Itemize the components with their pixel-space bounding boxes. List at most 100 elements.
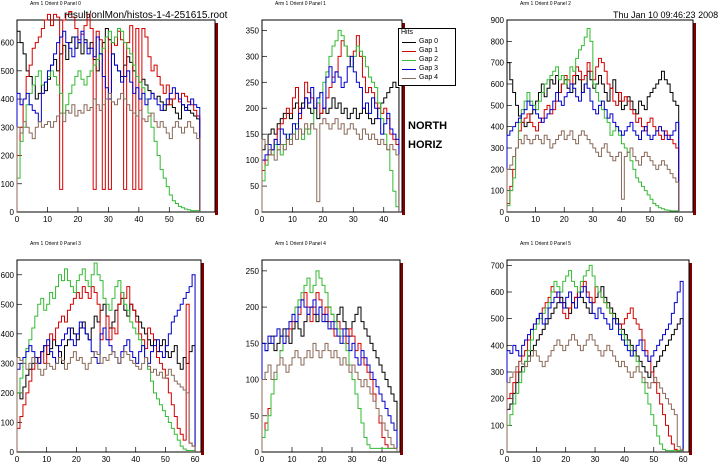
x-tick-label: 40 (134, 215, 143, 224)
y-tick-label: 300 (1, 359, 15, 368)
y-tick-label: 200 (246, 104, 260, 113)
pad-shadow (689, 263, 692, 455)
y-tick-label: 150 (246, 339, 260, 348)
histogram-series (506, 83, 680, 212)
y-tick-label: 100 (491, 187, 505, 196)
legend-entry: Gap 2 (399, 56, 455, 65)
legend-entry: Gap 1 (399, 47, 455, 56)
y-tick-label: 600 (491, 80, 505, 89)
y-tick-label: 0 (10, 208, 15, 217)
pad-shadow (215, 23, 218, 215)
panel-title-3: Arm 1 Orient 0 Panel 3 (30, 241, 81, 247)
y-tick-label: 100 (246, 376, 260, 385)
y-tick-label: 100 (491, 421, 505, 430)
y-tick-label: 250 (246, 78, 260, 87)
y-tick-label: 0 (255, 448, 260, 457)
y-tick-label: 500 (491, 315, 505, 324)
y-tick-label: 200 (1, 152, 15, 161)
y-tick-label: 800 (491, 37, 505, 46)
histogram-series (261, 270, 398, 452)
histogram-series (506, 28, 680, 212)
y-tick-label: 700 (491, 59, 505, 68)
x-tick-label: 10 (43, 215, 52, 224)
histogram-series (261, 299, 398, 452)
orient-label: HORIZ (408, 139, 443, 151)
y-tick-label: 250 (246, 267, 260, 276)
y-tick-label: 300 (491, 368, 505, 377)
y-tick-label: 600 (491, 288, 505, 297)
plot-frame (16, 19, 216, 213)
y-tick-label: 400 (1, 330, 15, 339)
histogram-series (16, 351, 196, 452)
x-tick-label: 60 (191, 455, 200, 464)
x-tick-label: 30 (102, 455, 111, 464)
y-tick-label: 200 (491, 165, 505, 174)
y-tick-label: 50 (250, 182, 259, 191)
y-tick-label: 500 (1, 67, 15, 76)
histogram-series (261, 118, 400, 212)
legend-title: Hits (401, 29, 414, 36)
histogram-series (261, 342, 398, 452)
y-tick-label: 100 (1, 418, 15, 427)
x-tick-label: 30 (591, 455, 600, 464)
panel-title-2: Arm 1 Orient 0 Panel 2 (520, 1, 571, 7)
timestamp: Thu Jan 10 09:46:23 2008 (613, 10, 719, 20)
pad-shadow (400, 263, 403, 455)
x-tick-label: 40 (378, 455, 387, 464)
x-tick-label: 20 (318, 455, 327, 464)
x-tick-label: 50 (161, 455, 170, 464)
y-tick-label: 400 (491, 123, 505, 132)
x-tick-label: 60 (674, 215, 683, 224)
x-tick-label: 0 (505, 455, 510, 464)
legend-label: Gap 4 (419, 74, 439, 81)
histogram-series (16, 92, 201, 212)
x-tick-label: 50 (646, 215, 655, 224)
y-tick-label: 0 (255, 208, 260, 217)
pad-shadow (693, 23, 696, 215)
x-tick-label: 10 (42, 455, 51, 464)
x-tick-label: 40 (379, 215, 388, 224)
legend-label: Gap 3 (419, 65, 439, 72)
histogram-series (506, 130, 680, 212)
plot-frame (506, 19, 694, 213)
x-tick-label: 0 (15, 455, 20, 464)
legend: Hits Gap 0 Gap 1 Gap 2 Gap 3 Gap 4 (398, 28, 456, 86)
y-tick-label: 600 (1, 39, 15, 48)
panel-title-5: Arm 1 Orient 0 Panel 5 (520, 241, 571, 247)
x-tick-label: 30 (104, 215, 113, 224)
y-tick-label: 0 (500, 448, 505, 457)
y-tick-label: 200 (491, 395, 505, 404)
x-tick-label: 30 (349, 215, 358, 224)
x-tick-label: 20 (561, 455, 570, 464)
y-tick-label: 200 (246, 303, 260, 312)
histogram-series (506, 264, 684, 452)
y-tick-label: 0 (10, 448, 15, 457)
y-tick-label: 500 (1, 300, 15, 309)
y-tick-label: 200 (1, 389, 15, 398)
y-tick-label: 600 (1, 271, 15, 280)
histogram-series (16, 262, 196, 452)
x-tick-label: 20 (72, 455, 81, 464)
y-tick-label: 300 (246, 52, 260, 61)
y-tick-label: 50 (250, 412, 259, 421)
x-tick-label: 30 (348, 455, 357, 464)
legend-entry: Gap 3 (399, 65, 455, 74)
side-label: NORTH (408, 120, 448, 132)
histogram-series (261, 55, 400, 212)
x-tick-label: 0 (15, 215, 20, 224)
y-tick-label: 500 (491, 101, 505, 110)
panel-title-0: Arm 1 Orient 0 Panel 0 (30, 1, 81, 7)
x-tick-label: 50 (649, 455, 658, 464)
x-tick-label: 20 (318, 215, 327, 224)
x-tick-label: 40 (620, 455, 629, 464)
histogram-series (506, 280, 684, 452)
x-tick-label: 10 (288, 455, 297, 464)
legend-label: Gap 2 (419, 56, 439, 63)
y-tick-label: 300 (491, 144, 505, 153)
x-tick-label: 20 (560, 215, 569, 224)
histogram-series (506, 334, 684, 452)
y-tick-label: 350 (246, 26, 260, 35)
pad-shadow (402, 23, 405, 215)
y-tick-label: 100 (1, 180, 15, 189)
x-tick-label: 10 (532, 455, 541, 464)
